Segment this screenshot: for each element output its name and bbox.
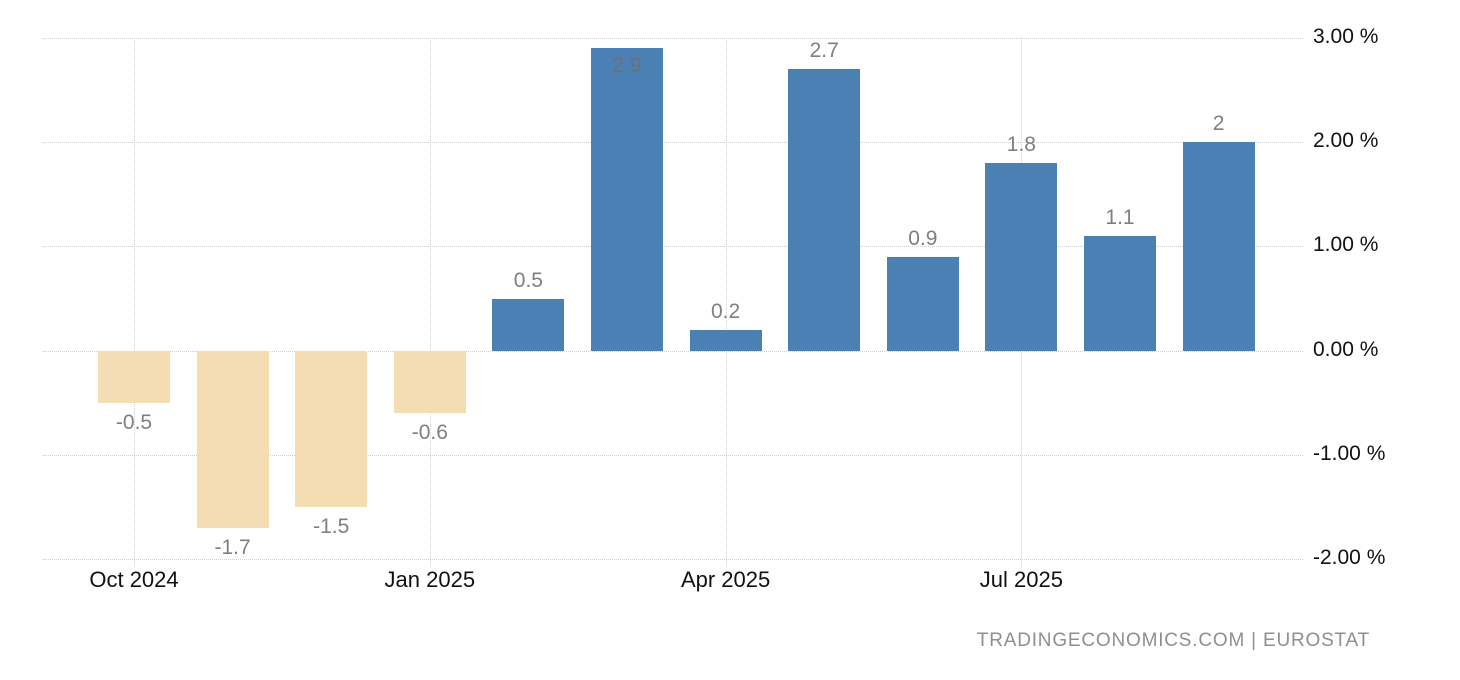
x-axis-tick-label: Oct 2024 [89,567,179,592]
y-axis-tick-label: 1.00 % [1313,233,1379,257]
bar-value-label: 0.2 [710,299,741,323]
plot-area: -0.5 -1.7 -1.5 -0.6 0.5 2.9 0.2 2.7 0.9 1.8 1.1 2 [43,38,1303,567]
y-axis-tick-label: -1.00 % [1313,441,1386,465]
bar-dec-2024[interactable] [295,350,368,507]
bar-nov-2024[interactable] [196,350,269,528]
x-axis-tick-label: Jul 2025 [979,567,1063,592]
attribution-text: TRADINGECONOMICS.COM | EUROSTAT [976,630,1370,651]
bar-mar-2025[interactable] [591,48,663,351]
bar-jan-2025[interactable] [393,350,466,414]
bar-apr-2025[interactable] [689,329,762,351]
bar-aug-2025[interactable] [1084,235,1156,351]
bar-value-label: -0.6 [411,421,448,445]
bar-value-label: -0.5 [115,410,153,434]
bar-value-label: -1.5 [313,514,350,538]
y-axis-tick-label: -2.00 % [1313,546,1386,569]
horizontal-gridline [43,246,1303,248]
vertical-gridline [725,38,727,567]
horizontal-gridline [43,142,1303,144]
bar-jul-2025[interactable] [985,163,1058,351]
bar-value-label: 2.7 [809,39,839,63]
bar-value-label: 0.5 [513,268,543,292]
horizontal-gridline [43,350,1303,352]
vertical-gridline [429,38,431,567]
bar-sep-2025[interactable] [1182,142,1255,351]
horizontal-gridline [43,559,1303,560]
bar-value-label: 2 [1212,112,1225,136]
bar-value-label: 1.1 [1105,205,1135,229]
x-axis-tick-label: Jan 2025 [384,567,476,592]
horizontal-gridline [43,38,1303,39]
horizontal-gridline [43,454,1303,456]
x-axis-tick-label: Apr 2025 [680,567,771,592]
y-axis-tick-label: 3.00 % [1313,25,1379,48]
bar-oct-2024[interactable] [98,350,170,403]
bar-value-label: -1.7 [214,535,251,559]
bar-jun-2025[interactable] [886,256,959,351]
bar-value-label: 1.8 [1006,133,1036,157]
bar-may-2025[interactable] [788,69,861,351]
bar-feb-2025[interactable] [492,298,565,351]
y-axis-tick-label: 2.00 % [1313,129,1379,153]
vertical-gridline [134,38,135,567]
y-axis-tick-label: 0.00 % [1313,337,1379,361]
bar-value-label: 2.9 [612,54,642,78]
bar-value-label: 0.9 [908,226,938,250]
